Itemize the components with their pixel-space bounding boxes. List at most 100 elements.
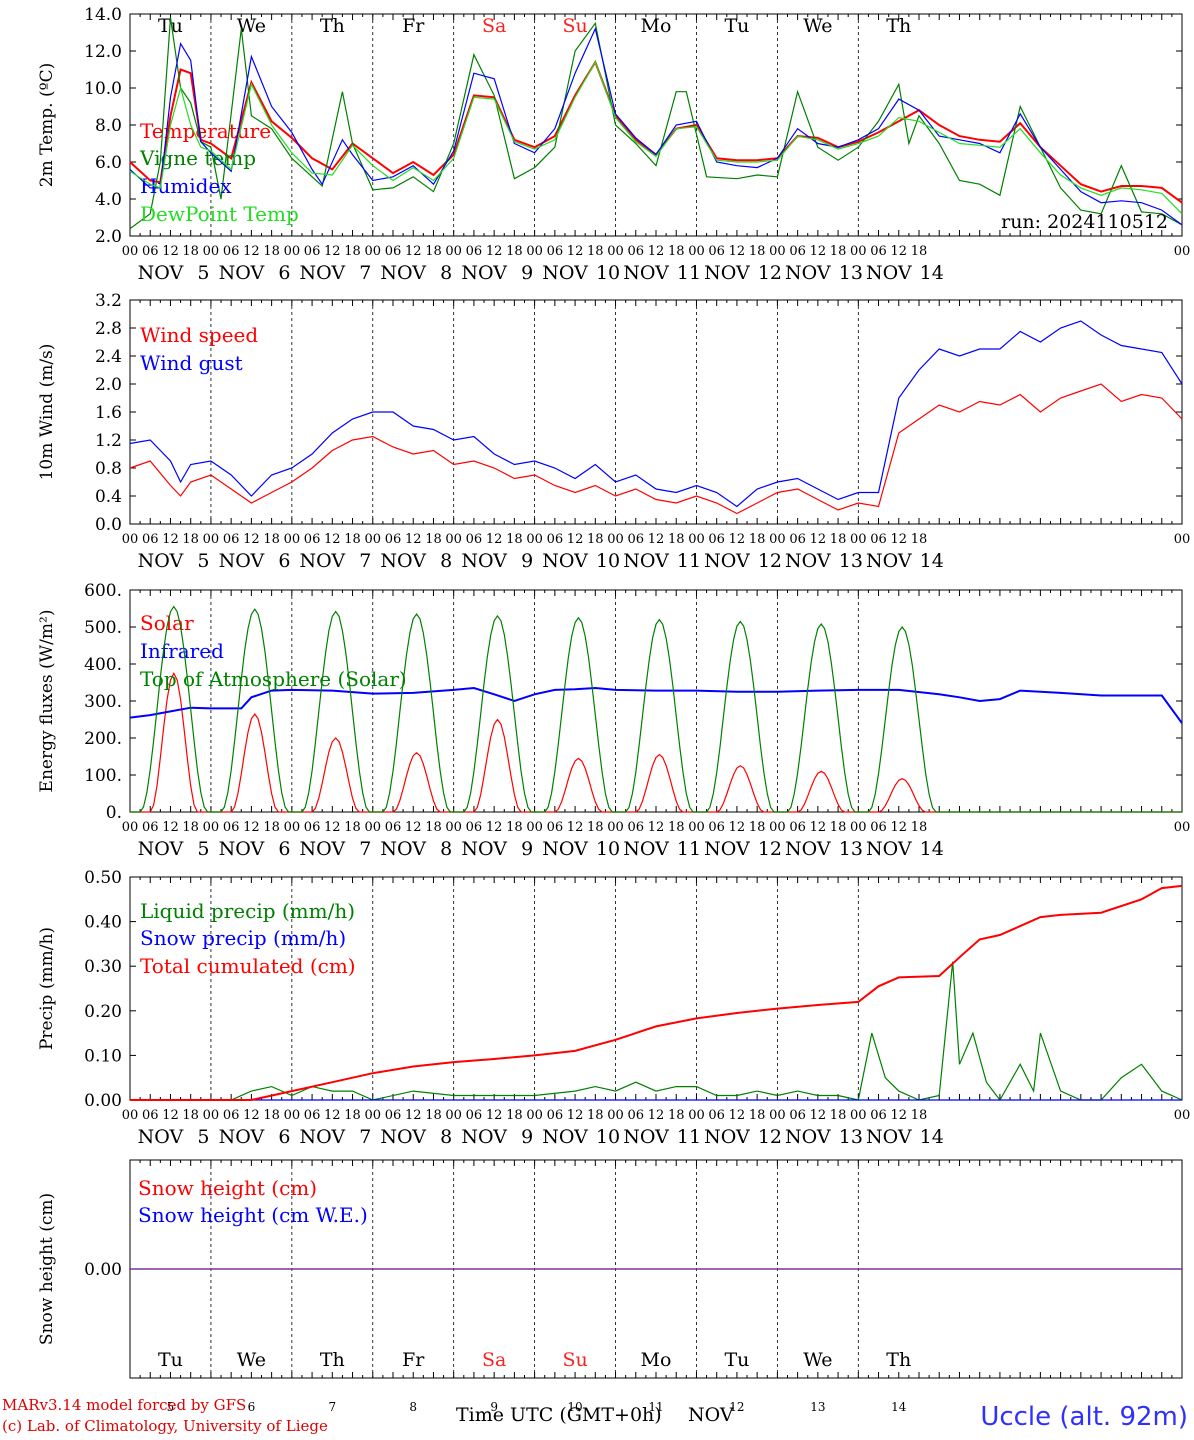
x-hour-label: 00	[445, 244, 462, 259]
weekday-label: Sa	[482, 1349, 506, 1371]
y-tick-label: 12.0	[84, 42, 122, 62]
weekday-label: We	[237, 1349, 266, 1371]
weekday-label: Tu	[724, 1349, 749, 1371]
x-hour-label: 00	[445, 532, 462, 547]
x-hour-label: 00	[607, 1108, 624, 1123]
x-day-label: 12	[758, 1126, 782, 1148]
x-day-label: 14	[920, 1126, 944, 1148]
x-hour-label: 18	[749, 244, 766, 259]
x-hour-label: 12	[405, 244, 422, 259]
x-hour-label: 06	[708, 244, 725, 259]
x-month-label: NOV	[138, 838, 184, 860]
series-line	[129, 26, 1183, 226]
x-hour-label: 06	[466, 244, 483, 259]
x-hour-label: 18	[830, 244, 847, 259]
x-hour-label: 18	[911, 820, 928, 835]
x-hour-label: 06	[142, 532, 159, 547]
weekday-label: Mo	[641, 15, 672, 37]
weekday-label: Su	[562, 15, 587, 37]
series-line	[129, 17, 1183, 230]
x-hour-label: 18	[587, 244, 604, 259]
x-hour-label: 18	[344, 244, 361, 259]
x-hour-label: 06	[870, 820, 887, 835]
x-hour-label: 18	[830, 820, 847, 835]
x-hour-label: 12	[486, 1108, 503, 1123]
x-month-label: NOV	[542, 1126, 588, 1148]
x-hour-label: 06	[385, 820, 402, 835]
x-hour-label: 00	[203, 244, 220, 259]
x-hour-label: 00	[688, 532, 705, 547]
x-day-number: 7	[328, 1400, 336, 1414]
x-hour-label: 06	[627, 532, 644, 547]
x-day-label: 7	[359, 1126, 371, 1148]
weekday-label: Sa	[482, 15, 506, 37]
x-hour-label: 18	[668, 244, 685, 259]
x-day-label: 7	[359, 262, 371, 284]
x-hour-label: 06	[223, 532, 240, 547]
series-line	[129, 383, 1183, 515]
x-hour-label: 18	[587, 820, 604, 835]
x-month-label: NOV	[866, 262, 912, 284]
x-day-label: 5	[197, 550, 209, 572]
x-hour-label: 06	[547, 244, 564, 259]
x-hour-label: 18	[668, 532, 685, 547]
x-month-label: NOV	[542, 838, 588, 860]
x-day-label: 9	[521, 262, 533, 284]
x-hour-label: 18	[344, 820, 361, 835]
footer-month-label: NOV	[688, 1404, 734, 1426]
x-hour-label: 06	[385, 1108, 402, 1123]
x-hour-label: 12	[729, 1108, 746, 1123]
x-hour-label: 06	[627, 820, 644, 835]
x-hour-label: 06	[627, 1108, 644, 1123]
x-day-label: 9	[521, 838, 533, 860]
x-hour-label: 00	[122, 820, 139, 835]
x-day-label: 6	[278, 838, 290, 860]
x-month-label: NOV	[461, 262, 507, 284]
weekday-label: Th	[886, 15, 911, 37]
x-day-label: 10	[596, 838, 620, 860]
x-hour-label: 00	[364, 244, 381, 259]
x-hour-label: 00	[1174, 820, 1191, 835]
x-day-number: 5	[167, 1400, 175, 1414]
x-hour-label: 06	[627, 244, 644, 259]
x-hour-label: 06	[223, 820, 240, 835]
x-month-label: NOV	[623, 1126, 669, 1148]
x-hour-label: 06	[142, 820, 159, 835]
x-day-label: 14	[920, 550, 944, 572]
weekday-label: Tu	[724, 15, 749, 37]
x-hour-label: 18	[911, 1108, 928, 1123]
x-day-number: 13	[810, 1400, 825, 1414]
y-tick-label: 0.8	[95, 459, 122, 479]
x-hour-label: 12	[162, 1108, 179, 1123]
x-day-label: 11	[677, 838, 701, 860]
y-tick-label: 4.0	[95, 190, 122, 210]
x-hour-label: 00	[688, 820, 705, 835]
y-tick-label: 600.	[84, 581, 122, 601]
x-month-label: NOV	[785, 838, 831, 860]
y-tick-label: 10.0	[84, 79, 122, 99]
weekday-label: We	[803, 1349, 832, 1371]
station-label: Uccle (alt. 92m)	[980, 1402, 1188, 1432]
x-month-label: NOV	[300, 550, 346, 572]
x-hour-label: 12	[648, 244, 665, 259]
x-month-label: NOV	[380, 838, 426, 860]
x-month-label: NOV	[623, 838, 669, 860]
y-tick-label: 500.	[84, 618, 122, 638]
x-day-label: 7	[359, 838, 371, 860]
x-month-label: NOV	[704, 1126, 750, 1148]
x-hour-label: 12	[729, 820, 746, 835]
x-hour-label: 18	[911, 244, 928, 259]
x-hour-label: 00	[526, 244, 543, 259]
x-hour-label: 00	[850, 532, 867, 547]
x-day-number: 9	[490, 1400, 498, 1414]
x-day-label: 5	[197, 262, 209, 284]
x-month-label: NOV	[380, 550, 426, 572]
x-hour-label: 06	[223, 244, 240, 259]
series-line	[130, 671, 1182, 813]
legend-entry: Wind speed	[140, 323, 258, 347]
x-hour-label: 06	[870, 532, 887, 547]
series-line	[129, 686, 1183, 724]
x-hour-label: 18	[506, 532, 523, 547]
x-hour-label: 12	[243, 532, 260, 547]
